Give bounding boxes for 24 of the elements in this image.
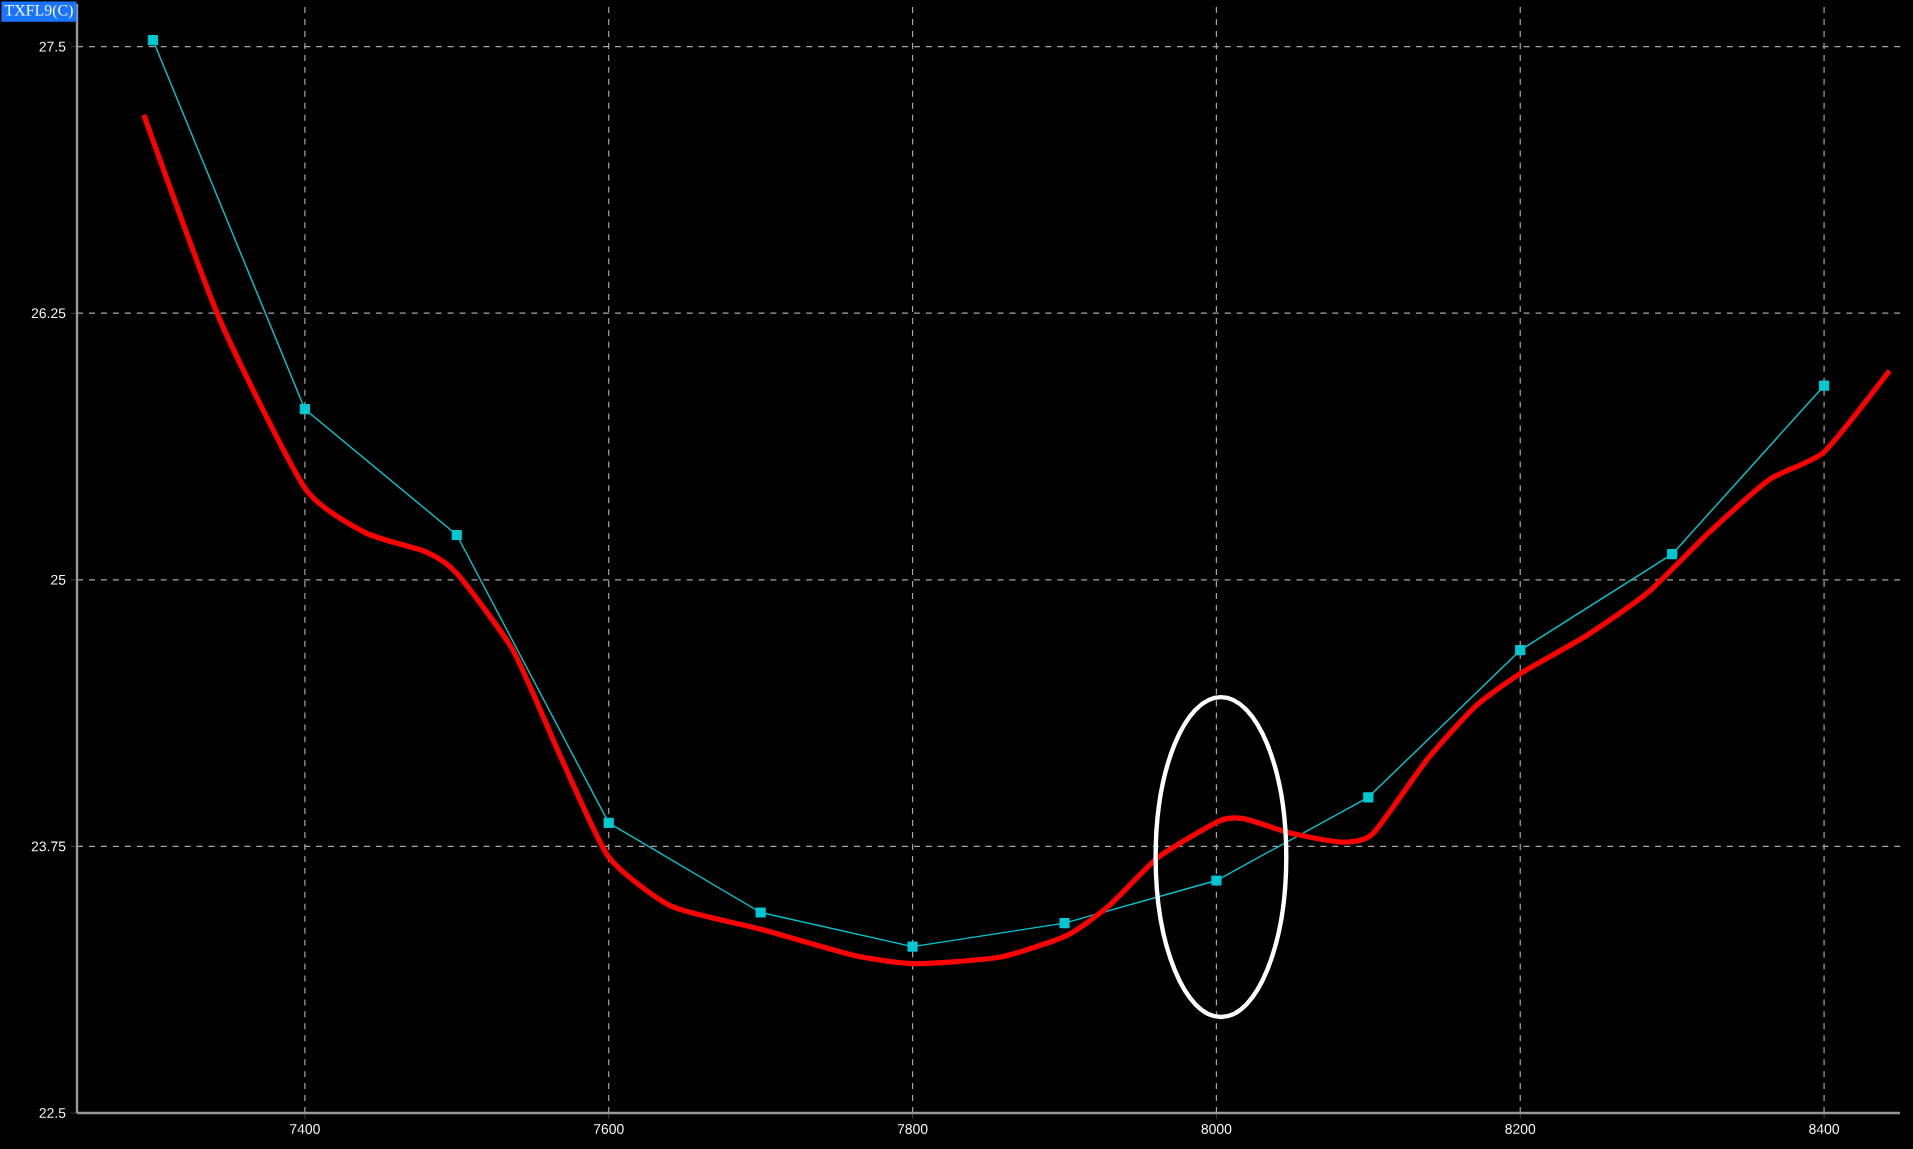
x-tick-label: 8400 <box>1809 1124 1840 1134</box>
point <box>1363 792 1374 803</box>
y-tick-label: 23.75 <box>31 841 66 852</box>
x-tick-label: 7400 <box>290 1124 320 1134</box>
point <box>299 404 310 415</box>
x-tick-label: 7600 <box>593 1124 624 1134</box>
point <box>1211 875 1222 886</box>
point <box>603 817 614 829</box>
y-tick-label: 27.5 <box>39 41 66 52</box>
point <box>755 907 766 918</box>
point <box>1818 380 1830 391</box>
point <box>147 35 159 46</box>
y-tick-label: 25 <box>51 574 66 585</box>
point <box>451 529 462 541</box>
chart-title: TXFL9(C) <box>4 4 73 19</box>
y-tick-label: 26.25 <box>31 308 66 319</box>
x-tick-label: 8200 <box>1505 1124 1536 1134</box>
point <box>907 941 918 952</box>
point <box>1515 645 1526 656</box>
y-tick-label: 22.5 <box>39 1108 66 1118</box>
x-tick-label: 8000 <box>1201 1124 1232 1134</box>
point <box>1059 918 1070 929</box>
point <box>1667 549 1678 560</box>
x-tick-label: 7800 <box>897 1124 928 1134</box>
